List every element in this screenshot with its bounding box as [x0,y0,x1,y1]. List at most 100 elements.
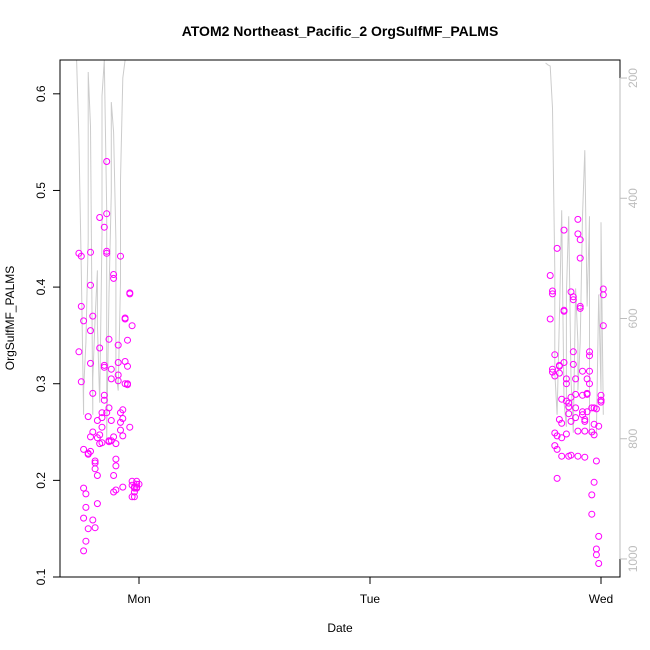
data-point [96,214,104,221]
data-point [91,465,99,473]
chart-title: ATOM2 Northeast_Pacific_2 OrgSulfMF_PALM… [182,23,499,39]
data-point [574,215,582,223]
data-point [558,452,566,460]
data-point [583,408,591,416]
data-point [592,405,600,413]
data-point [546,272,554,279]
data-point [89,389,97,397]
data-point [98,409,106,417]
data-point [112,486,120,494]
data-point [77,302,85,310]
data-point [98,439,106,447]
data-point [595,560,603,567]
y-axis-label: OrgSulfMF_PALMS [3,266,17,370]
data-point [96,431,104,439]
data-point [89,428,97,436]
data-point [135,480,143,488]
data-point [586,380,593,388]
data-point [103,247,111,255]
data-point [87,359,94,367]
data-point [597,398,605,406]
data-point [98,414,106,422]
data-point [110,433,118,441]
data-point [581,453,589,461]
data-point [581,427,589,435]
y-tick-label: 0.3 [34,375,48,392]
data-point [121,315,129,323]
data-point [105,335,113,343]
data-point [89,312,97,320]
data-point [93,472,101,479]
x-tick-label: Tue [360,592,381,606]
data-point [595,422,603,430]
data-point [100,361,108,369]
data-point [128,322,136,330]
data-point [572,390,580,398]
data-point [569,293,577,301]
y2-tick-label: 600 [626,308,640,328]
data-point [133,484,141,492]
data-point [588,510,596,518]
data-point [586,352,593,360]
data-point [100,391,108,399]
data-point [572,404,580,412]
data-point [100,396,108,404]
data-point [87,248,94,256]
data-point [595,532,603,540]
data-point [75,348,83,356]
data-point [579,408,586,416]
y-tick-label: 0.6 [34,85,48,102]
data-point [112,462,120,470]
data-point [562,397,570,405]
data-point [87,447,94,455]
data-point [576,254,584,262]
depth-line-series [76,59,604,439]
data-point [119,432,127,440]
data-point [107,365,115,373]
data-point [560,359,568,366]
data-point [100,223,108,231]
data-point [562,430,570,438]
data-point [82,490,90,498]
data-point [599,285,607,293]
data-point [114,341,122,349]
data-point [103,249,111,257]
data-point [84,525,92,533]
data-point [555,362,563,370]
data-point [112,455,120,463]
data-point [562,380,570,388]
data-point [565,403,573,411]
data-point [133,480,141,488]
data-point [124,362,131,370]
data-point [117,418,124,426]
data-point [567,451,575,459]
data-point [553,244,561,252]
data-point [80,514,88,522]
data-point [80,547,88,555]
data-point [87,281,94,289]
data-point [574,427,582,435]
x-tick-label: Mon [127,592,150,606]
data-point [549,287,556,295]
data-point [110,488,118,496]
data-point [551,442,559,450]
data-point [590,420,598,428]
data-point [562,375,570,383]
data-point [93,500,101,508]
data-point [555,369,563,377]
data-point [119,483,127,491]
data-point [576,236,584,244]
data-point [558,395,566,403]
data-point [586,348,593,356]
data-point [130,493,138,501]
data-point [599,322,607,330]
data-point [567,417,575,425]
data-point [560,306,568,314]
data-point [126,289,134,297]
data-point [549,365,556,373]
data-point [110,271,118,278]
data-point [572,414,580,422]
data-point [105,404,113,412]
data-point [576,302,584,310]
